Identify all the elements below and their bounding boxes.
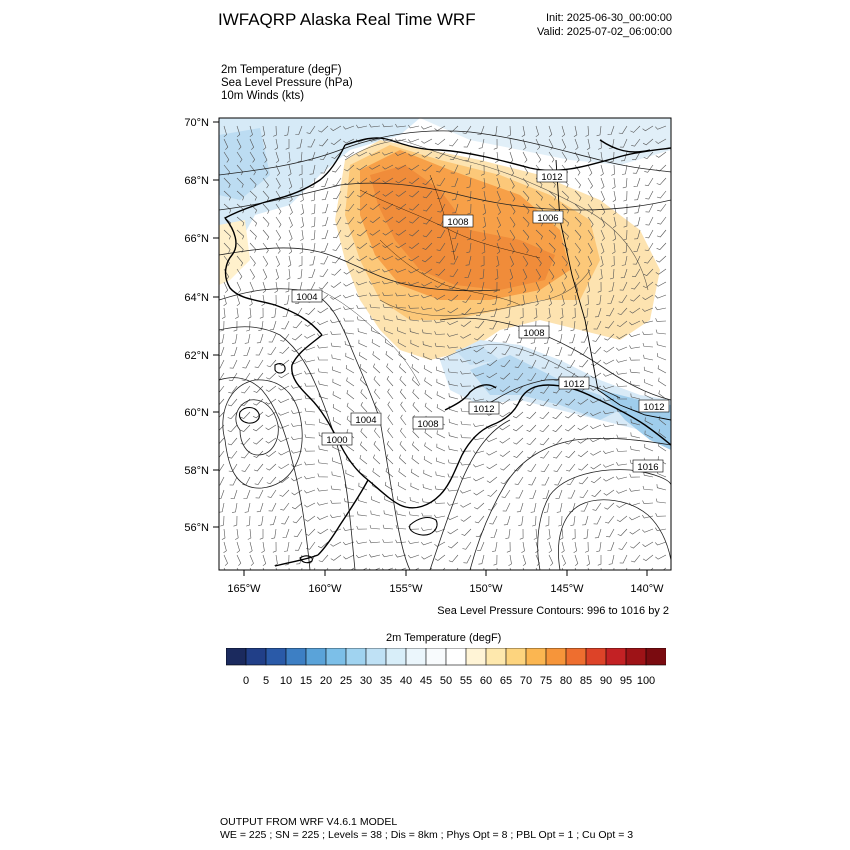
lat-label-56n: 56°N — [184, 522, 209, 534]
colorbar-tick-label: 65 — [499, 675, 513, 687]
svg-text:1008: 1008 — [447, 217, 468, 228]
colorbar-tick-label: 0 — [242, 675, 250, 687]
contour-label: 1006 — [532, 210, 564, 224]
colorbar-swatch — [425, 648, 447, 666]
colorbar — [226, 648, 666, 666]
colorbar-swatch — [565, 648, 587, 666]
colorbar-tick-label: 5 — [262, 675, 270, 687]
valid-time: Valid: 2025-07-02_06:00:00 — [537, 26, 672, 38]
svg-text:1004: 1004 — [296, 292, 317, 303]
svg-text:1004: 1004 — [355, 415, 376, 426]
lat-label-60n: 60°N — [184, 407, 209, 419]
lat-label-64n: 64°N — [184, 292, 209, 304]
lat-label-66n: 66°N — [184, 233, 209, 245]
colorbar-title: 2m Temperature (degF) — [386, 632, 502, 644]
contour-label: 1004 — [291, 289, 323, 303]
colorbar-tick-label: 75 — [539, 675, 553, 687]
lat-label-70n: 70°N — [184, 117, 209, 129]
svg-text:1016: 1016 — [637, 462, 658, 473]
colorbar-swatch — [505, 648, 527, 666]
colorbar-swatch — [605, 648, 627, 666]
colorbar-tick-label: 100 — [636, 675, 656, 687]
colorbar-tick-label: 25 — [339, 675, 353, 687]
svg-text:1006: 1006 — [537, 213, 558, 224]
colorbar-swatch — [445, 648, 467, 666]
colorbar-swatch — [625, 648, 647, 666]
colorbar-swatch — [645, 648, 666, 666]
lat-label-68n: 68°N — [184, 175, 209, 187]
colorbar-swatch — [465, 648, 487, 666]
svg-text:1012: 1012 — [563, 379, 584, 390]
page-title: IWFAQRP Alaska Real Time WRF — [218, 10, 476, 29]
colorbar-tick-label: 10 — [279, 675, 293, 687]
colorbar-swatch — [525, 648, 547, 666]
colorbar-tick-label: 35 — [379, 675, 393, 687]
colorbar-swatch — [405, 648, 427, 666]
svg-text:1012: 1012 — [643, 402, 664, 413]
contour-label: 1016 — [632, 459, 664, 473]
map-frame — [218, 117, 672, 571]
colorbar-swatch — [245, 648, 267, 666]
contour-label: 1008 — [518, 325, 550, 339]
field-label-winds: 10m Winds (kts) — [221, 90, 305, 102]
contour-label: 1012 — [468, 401, 500, 415]
colorbar-tick-label: 70 — [519, 675, 533, 687]
svg-text:1012: 1012 — [541, 172, 562, 183]
colorbar-swatch — [485, 648, 507, 666]
lon-label-160w: 160°W — [308, 583, 342, 595]
svg-text:1000: 1000 — [326, 435, 347, 446]
colorbar-swatch — [585, 648, 607, 666]
lon-label-165w: 165°W — [227, 583, 261, 595]
svg-text:1008: 1008 — [417, 419, 438, 430]
slp-contour-note: Sea Level Pressure Contours: 996 to 1016… — [437, 605, 669, 617]
lat-label-58n: 58°N — [184, 465, 209, 477]
field-label-pressure: Sea Level Pressure (hPa) — [221, 77, 353, 89]
colorbar-tick-label: 85 — [579, 675, 593, 687]
contour-label: 1012 — [638, 399, 670, 413]
model-output-label: OUTPUT FROM WRF V4.6.1 MODEL — [220, 816, 398, 828]
contour-label: 1000 — [321, 432, 353, 446]
lat-label-62n: 62°N — [184, 350, 209, 362]
colorbar-swatch — [545, 648, 567, 666]
colorbar-tick-label: 60 — [479, 675, 493, 687]
contour-label: 1004 — [350, 412, 382, 426]
field-label-temperature: 2m Temperature (degF) — [221, 64, 342, 76]
colorbar-swatch — [325, 648, 347, 666]
colorbar-tick-label: 45 — [419, 675, 433, 687]
contour-label: 1008 — [442, 214, 474, 228]
colorbar-swatch — [265, 648, 287, 666]
init-time: Init: 2025-06-30_00:00:00 — [546, 12, 672, 24]
colorbar-tick-label: 80 — [559, 675, 573, 687]
lon-label-140w: 140°W — [630, 583, 664, 595]
colorbar-swatch — [305, 648, 327, 666]
svg-text:1012: 1012 — [473, 404, 494, 415]
lon-label-155w: 155°W — [389, 583, 423, 595]
colorbar-swatch — [365, 648, 387, 666]
colorbar-swatch — [385, 648, 407, 666]
colorbar-swatch — [345, 648, 367, 666]
lon-label-145w: 145°W — [550, 583, 584, 595]
colorbar-tick-label: 30 — [359, 675, 373, 687]
contour-label: 1012 — [558, 376, 590, 390]
svg-text:1008: 1008 — [523, 328, 544, 339]
colorbar-tick-label: 40 — [399, 675, 413, 687]
colorbar-swatch — [285, 648, 307, 666]
colorbar-tick-label: 20 — [319, 675, 333, 687]
colorbar-tick-label: 95 — [619, 675, 633, 687]
colorbar-tick-label: 15 — [299, 675, 313, 687]
lon-label-150w: 150°W — [469, 583, 503, 595]
colorbar-tick-label: 90 — [599, 675, 613, 687]
contour-label: 1008 — [412, 416, 444, 430]
colorbar-tick-label: 50 — [439, 675, 453, 687]
colorbar-swatch — [226, 648, 247, 666]
model-config-label: WE = 225 ; SN = 225 ; Levels = 38 ; Dis … — [220, 829, 634, 841]
colorbar-tick-label: 55 — [459, 675, 473, 687]
contour-label: 1012 — [536, 169, 568, 183]
colorbar-labels: 0 5 10 15 20 25 30 35 40 45 50 55 60 65 70 75 80 85 90 95 10… — [226, 675, 666, 689]
